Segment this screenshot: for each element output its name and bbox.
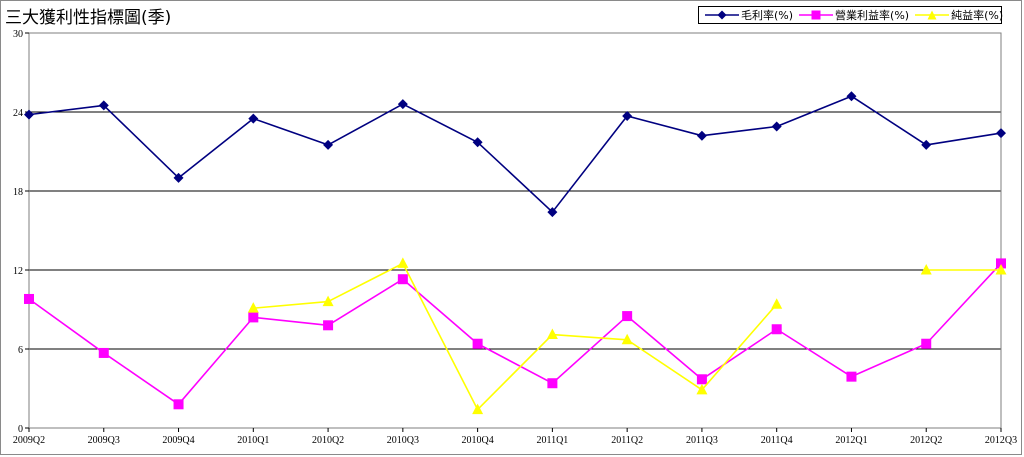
legend-label-net-margin: 純益率(%) [951, 9, 1004, 22]
y-tick-label: 18 [13, 187, 23, 198]
data-point-1 [472, 338, 483, 349]
data-point-0 [24, 109, 34, 120]
data-point-2 [696, 383, 708, 395]
x-tick-label: 2009Q4 [162, 435, 194, 446]
legend-marker-diamond-icon [705, 10, 739, 20]
data-point-0 [98, 100, 109, 111]
data-point-2 [472, 403, 484, 415]
data-point-2 [995, 264, 1007, 275]
x-tick-label: 2011Q1 [536, 435, 568, 446]
data-point-1 [547, 378, 558, 389]
data-point-0 [173, 172, 184, 183]
legend-label-operating-margin: 營業利益率(%) [835, 9, 910, 22]
x-tick-label: 2011Q2 [611, 435, 643, 446]
data-point-1 [622, 311, 633, 322]
x-tick-label: 2010Q3 [387, 435, 419, 446]
y-tick-label: 6 [18, 345, 23, 356]
data-point-1 [921, 338, 932, 349]
data-point-2 [397, 257, 409, 268]
legend-item-gross-margin: 毛利率(%) [705, 7, 793, 23]
data-point-1 [846, 371, 857, 382]
x-tick-label: 2012Q2 [910, 435, 942, 446]
y-tick-label: 24 [13, 108, 23, 119]
legend-label-gross-margin: 毛利率(%) [741, 9, 794, 22]
data-point-2 [771, 298, 783, 309]
chart-legend: 毛利率(%) 營業利益率(%) 純益率(%) [698, 6, 1003, 24]
x-tick-label: 2010Q1 [237, 435, 269, 446]
data-point-0 [323, 139, 334, 150]
data-point-1 [771, 324, 782, 335]
data-point-0 [996, 128, 1006, 139]
legend-marker-triangle-icon [915, 10, 950, 20]
x-tick-label: 2009Q3 [88, 435, 120, 446]
legend-marker-square-icon [799, 10, 834, 20]
x-tick-label: 2010Q4 [461, 435, 493, 446]
data-point-0 [696, 130, 707, 141]
x-tick-label: 2011Q3 [686, 435, 718, 446]
data-point-0 [622, 110, 633, 121]
y-tick-label: 12 [13, 266, 23, 277]
data-point-1 [996, 258, 1006, 269]
data-point-0 [921, 139, 932, 150]
data-point-1 [98, 347, 109, 358]
plot-area-frame [28, 32, 1002, 429]
data-point-2 [920, 264, 932, 275]
data-point-0 [397, 99, 408, 110]
chart-title: 三大獲利性指標圖(季) [5, 8, 172, 28]
y-tick-label: 0 [18, 424, 23, 435]
data-point-0 [547, 207, 558, 218]
series-line-0 [28, 95, 1002, 213]
data-point-0 [846, 91, 857, 102]
data-point-2 [546, 328, 558, 340]
x-tick-label: 2010Q2 [312, 435, 344, 446]
data-point-2 [322, 295, 334, 307]
series-line-2 [253, 262, 778, 411]
data-point-1 [696, 374, 707, 385]
data-point-2 [621, 333, 633, 345]
x-tick-label: 2012Q3 [985, 435, 1017, 446]
data-point-0 [248, 113, 259, 124]
data-point-1 [323, 320, 334, 331]
data-point-1 [173, 399, 184, 410]
data-point-0 [771, 121, 782, 132]
data-point-1 [397, 274, 408, 285]
x-tick-label: 2011Q4 [761, 435, 793, 446]
data-point-0 [472, 137, 483, 148]
data-point-1 [24, 293, 34, 304]
x-tick-label: 2012Q1 [835, 435, 867, 446]
data-point-2 [247, 302, 259, 313]
x-tick-label: 2009Q2 [13, 435, 45, 446]
y-tick-label: 30 [13, 29, 23, 40]
legend-item-net-margin: 純益率(%) [915, 7, 1003, 23]
data-point-1 [248, 312, 259, 323]
legend-item-operating-margin: 營業利益率(%) [799, 7, 909, 23]
series-line-1 [28, 262, 1002, 406]
